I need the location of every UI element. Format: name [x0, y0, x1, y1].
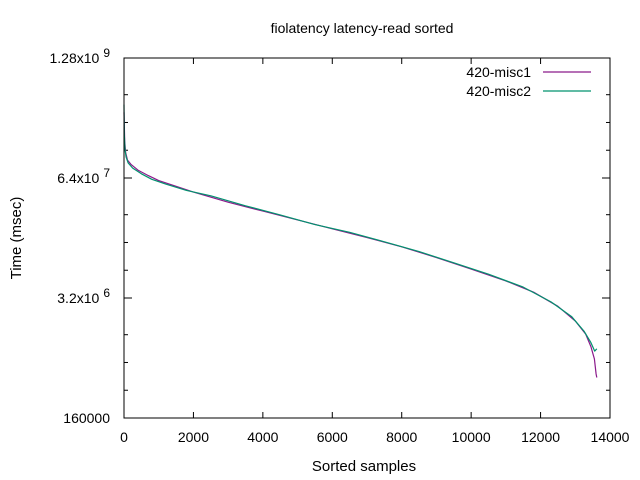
x-tick-label: 10000	[452, 429, 491, 445]
y-tick-label: 1.28x10 9	[49, 46, 110, 66]
y-axis-label: Time (msec)	[8, 197, 25, 280]
y-tick-mantissa: 160000	[63, 410, 110, 426]
legend-label: 420-misc2	[466, 83, 531, 99]
axis-tick-labels: 0 2000 4000 6000 8000 10000 12000 14000 160000 3.…	[49, 46, 629, 445]
y-tick-exponent: 9	[103, 46, 110, 60]
legend-label: 420-misc1	[466, 64, 531, 80]
y-tick-exponent: 7	[103, 166, 110, 180]
x-tick-label: 4000	[247, 429, 278, 445]
x-tick-label: 6000	[317, 429, 348, 445]
series-line-2	[123, 104, 598, 352]
legend: 420-misc1 420-misc2	[466, 64, 591, 99]
y-tick-mantissa: 3.2x10	[57, 290, 99, 306]
chart-title: fiolatency latency-read sorted	[271, 20, 454, 36]
x-tick-label: 14000	[591, 429, 630, 445]
x-tick-label: 0	[120, 429, 128, 445]
y-tick-label: 6.4x10 7	[57, 166, 110, 186]
plot-frame	[123, 57, 611, 419]
series-line-1	[123, 112, 598, 378]
x-axis-label: Sorted samples	[312, 458, 416, 475]
y-tick-mantissa: 1.28x10	[49, 50, 99, 66]
series-layer	[123, 104, 598, 378]
x-tick-label: 8000	[386, 429, 417, 445]
x-tick-label: 12000	[521, 429, 560, 445]
y-tick-label: 3.2x10 6	[57, 286, 110, 306]
y-tick-label: 160000	[63, 410, 110, 426]
x-tick-label: 2000	[178, 429, 209, 445]
y-tick-mantissa: 6.4x10	[57, 170, 99, 186]
y-tick-exponent: 6	[103, 286, 110, 300]
